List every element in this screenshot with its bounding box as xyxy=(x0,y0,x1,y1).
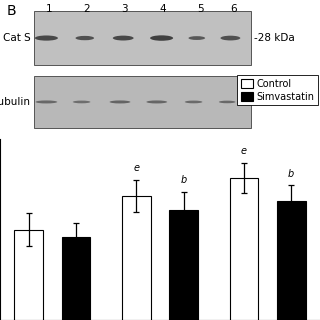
Bar xyxy=(34,11,251,65)
Text: 6: 6 xyxy=(230,4,237,14)
Ellipse shape xyxy=(188,36,205,40)
Ellipse shape xyxy=(73,100,90,103)
Text: β-tubulin: β-tubulin xyxy=(0,97,30,107)
Legend: Control, Simvastatin: Control, Simvastatin xyxy=(237,75,318,106)
Ellipse shape xyxy=(219,101,236,103)
Text: b: b xyxy=(180,175,187,185)
Text: b: b xyxy=(288,169,294,179)
Ellipse shape xyxy=(185,100,203,103)
Bar xyxy=(122,196,151,320)
Bar xyxy=(229,178,258,320)
Text: 5: 5 xyxy=(197,4,203,14)
Bar xyxy=(277,201,306,320)
Bar xyxy=(34,76,251,128)
Ellipse shape xyxy=(76,36,94,40)
Text: 3: 3 xyxy=(122,4,128,14)
Bar xyxy=(14,229,43,320)
Text: 1: 1 xyxy=(46,4,53,14)
Bar xyxy=(169,210,198,320)
Ellipse shape xyxy=(35,36,58,41)
Ellipse shape xyxy=(36,100,57,103)
Ellipse shape xyxy=(147,100,167,103)
Text: 2: 2 xyxy=(83,4,90,14)
Ellipse shape xyxy=(113,36,134,41)
Bar xyxy=(62,237,91,320)
Ellipse shape xyxy=(150,35,173,41)
Ellipse shape xyxy=(109,100,131,103)
Text: e: e xyxy=(241,146,247,156)
Text: B: B xyxy=(6,4,16,18)
Text: 4: 4 xyxy=(160,4,166,14)
Ellipse shape xyxy=(220,36,240,40)
Text: e: e xyxy=(133,164,140,173)
Text: Cat S: Cat S xyxy=(3,33,30,43)
Text: -28 kDa: -28 kDa xyxy=(254,33,295,43)
